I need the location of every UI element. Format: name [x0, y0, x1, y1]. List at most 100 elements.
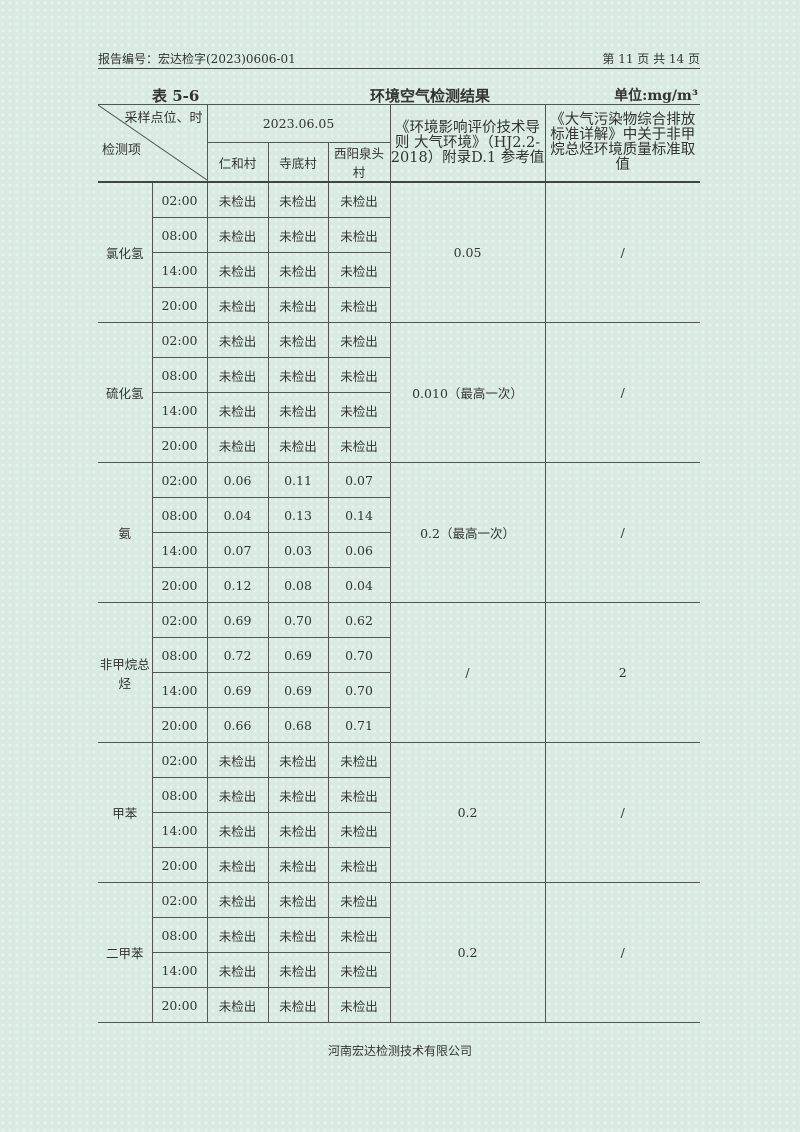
- measured-value: 0.04: [327, 567, 391, 603]
- measured-value: 未检出: [327, 777, 391, 813]
- measured-value: 未检出: [327, 392, 391, 428]
- sample-time: 14:00: [151, 252, 208, 288]
- item-name: 氨: [98, 462, 153, 603]
- measured-value: 未检出: [327, 252, 391, 288]
- measured-value: 0.69: [206, 602, 269, 638]
- measured-value: 未检出: [327, 287, 391, 323]
- measured-value: 未检出: [206, 181, 269, 218]
- measured-value: 未检出: [206, 217, 269, 253]
- measured-value: 0.66: [206, 707, 269, 743]
- measured-value: 0.11: [267, 462, 329, 498]
- item-name: 氯化氢: [98, 181, 153, 323]
- measured-value: 未检出: [267, 392, 329, 428]
- table-row: 20:00 未检出 未检出 未检出: [98, 427, 700, 463]
- measured-value: 未检出: [267, 287, 329, 323]
- measured-value: 0.72: [206, 637, 269, 673]
- site-header: 寺底村: [267, 142, 329, 183]
- header-divider: [98, 68, 700, 69]
- measured-value: 0.07: [327, 462, 391, 498]
- item-name: 二甲苯: [98, 882, 153, 1023]
- sample-time: 20:00: [151, 987, 208, 1023]
- measured-value: 0.70: [267, 602, 329, 638]
- measured-value: 未检出: [206, 322, 269, 358]
- measured-value: 未检出: [206, 987, 269, 1023]
- measured-value: 0.70: [327, 672, 391, 708]
- measured-value: 未检出: [206, 917, 269, 953]
- table-row: 20:00 0.66 0.68 0.71: [98, 707, 700, 743]
- sample-time: 20:00: [151, 287, 208, 323]
- date-header: 2023.06.05: [206, 104, 391, 143]
- std1-value: /: [389, 602, 546, 743]
- measured-value: 未检出: [327, 987, 391, 1023]
- table-row: 08:00 未检出 未检出 未检出: [98, 357, 700, 393]
- sample-time: 02:00: [151, 181, 208, 218]
- table-row: 二甲苯 02:00 未检出 未检出 未检出 0.2/: [98, 882, 701, 1023]
- std2-value: /: [544, 882, 701, 1023]
- sample-time: 02:00: [151, 602, 208, 638]
- measured-value: 未检出: [206, 287, 269, 323]
- measured-value: 未检出: [206, 252, 269, 288]
- sample-time: 02:00: [151, 322, 208, 358]
- sample-time: 08:00: [151, 217, 208, 253]
- measured-value: 0.69: [267, 637, 329, 673]
- unit-label: 单位:mg/m³: [614, 88, 698, 104]
- measured-value: 0.13: [267, 497, 329, 533]
- measured-value: 未检出: [327, 742, 391, 778]
- measured-value: 0.03: [267, 532, 329, 568]
- table-row: 硫化氢 02:00 未检出 未检出 未检出 0.010（最高一次） /: [98, 322, 701, 463]
- std1-value: 0.2: [389, 882, 546, 1023]
- table-row: 20:00 未检出 未检出 未检出: [98, 287, 700, 323]
- measured-value: 未检出: [206, 427, 269, 463]
- table-row: 20:00 0.12 0.08 0.04: [98, 567, 700, 603]
- table-row: 08:00 0.04 0.13 0.14: [98, 497, 700, 533]
- sample-time: 08:00: [151, 777, 208, 813]
- measured-value: 未检出: [267, 847, 329, 883]
- table-row: 14:00 未检出 未检出 未检出: [98, 392, 700, 428]
- sample-time: 02:00: [151, 882, 208, 918]
- measured-value: 未检出: [206, 882, 269, 918]
- company-footer: 河南宏达检测技术有限公司: [327, 1044, 472, 1058]
- site-header: 仁和村: [206, 142, 269, 183]
- measured-value: 未检出: [327, 812, 391, 848]
- table-row: 氯化氢 02:00 未检出 未检出 未检出 0.05/: [98, 181, 701, 323]
- std2-value: /: [544, 742, 701, 883]
- measured-value: 未检出: [327, 322, 391, 358]
- measured-value: 未检出: [327, 917, 391, 953]
- std1-header: 《环境影响评价技术导则 大气环境》（HJ2.2-2018）附录D.1 参考值: [389, 104, 546, 183]
- measured-value: 0.06: [206, 462, 269, 498]
- sample-time: 02:00: [151, 742, 208, 778]
- std1-value: 0.010（最高一次）: [389, 322, 546, 463]
- measured-value: 未检出: [206, 812, 269, 848]
- diagonal-header-cell: 采样点位、时 检测项: [98, 104, 208, 183]
- measured-value: 0.06: [327, 532, 391, 568]
- sample-time: 20:00: [151, 567, 208, 603]
- measured-value: 未检出: [267, 252, 329, 288]
- sample-time: 20:00: [151, 427, 208, 463]
- table-row: 08:00 0.72 0.69 0.70: [98, 637, 700, 673]
- diag-bottom-label: 检测项: [102, 143, 142, 158]
- measured-value: 未检出: [206, 777, 269, 813]
- table-row: 14:00 未检出 未检出 未检出: [98, 812, 700, 848]
- std2-value: /: [544, 322, 701, 463]
- measured-value: 未检出: [327, 217, 391, 253]
- measured-value: 未检出: [206, 952, 269, 988]
- measured-value: 未检出: [206, 847, 269, 883]
- sample-time: 14:00: [151, 392, 208, 428]
- table-title: 环境空气检测结果: [370, 87, 491, 105]
- measured-value: 0.69: [206, 672, 269, 708]
- measured-value: 未检出: [267, 777, 329, 813]
- measured-value: 未检出: [267, 917, 329, 953]
- table-row: 08:00 未检出 未检出 未检出: [98, 777, 700, 813]
- measured-value: 0.70: [327, 637, 391, 673]
- site-header: 西阳泉头村: [327, 142, 391, 183]
- measured-value: 未检出: [327, 952, 391, 988]
- measured-value: 0.68: [267, 707, 329, 743]
- table-row: 20:00 未检出 未检出 未检出: [98, 987, 700, 1023]
- measured-value: 0.12: [206, 567, 269, 603]
- table-row: 非甲烷总烃 02:00 0.69 0.70 0.62/2: [98, 602, 701, 743]
- measured-value: 未检出: [267, 427, 329, 463]
- table-row: 氨 02:00 0.06 0.11 0.07 0.2（最高一次） /: [98, 462, 701, 603]
- measured-value: 未检出: [327, 181, 391, 218]
- measured-value: 0.62: [327, 602, 391, 638]
- measured-value: 未检出: [327, 882, 391, 918]
